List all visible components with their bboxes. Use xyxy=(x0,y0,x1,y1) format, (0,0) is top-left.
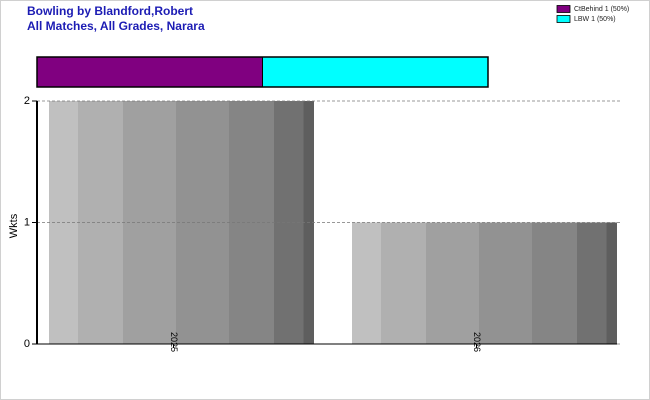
x-tick-label: 2025 xyxy=(169,332,179,352)
y-axis-label: Wkts xyxy=(8,213,20,238)
y-tick-label: 2 xyxy=(24,95,30,107)
proportion-segment xyxy=(262,56,489,88)
proportion-border xyxy=(36,56,489,88)
legend-swatch xyxy=(556,15,571,23)
legend-label: CtBehind 1 (50%) xyxy=(574,6,629,13)
y-tick-label: 1 xyxy=(24,216,30,228)
y-tick-label: 0 xyxy=(24,338,30,350)
legend-label: LBW 1 (50%) xyxy=(574,16,616,23)
chart-title: Bowling by Blandford,Robert xyxy=(27,4,193,18)
bar xyxy=(352,222,617,344)
proportion-segment xyxy=(36,56,263,88)
legend-swatch xyxy=(556,5,571,13)
x-tick-label: 2026 xyxy=(472,332,482,352)
chart-subtitle: All Matches, All Grades, Narara xyxy=(27,19,205,33)
